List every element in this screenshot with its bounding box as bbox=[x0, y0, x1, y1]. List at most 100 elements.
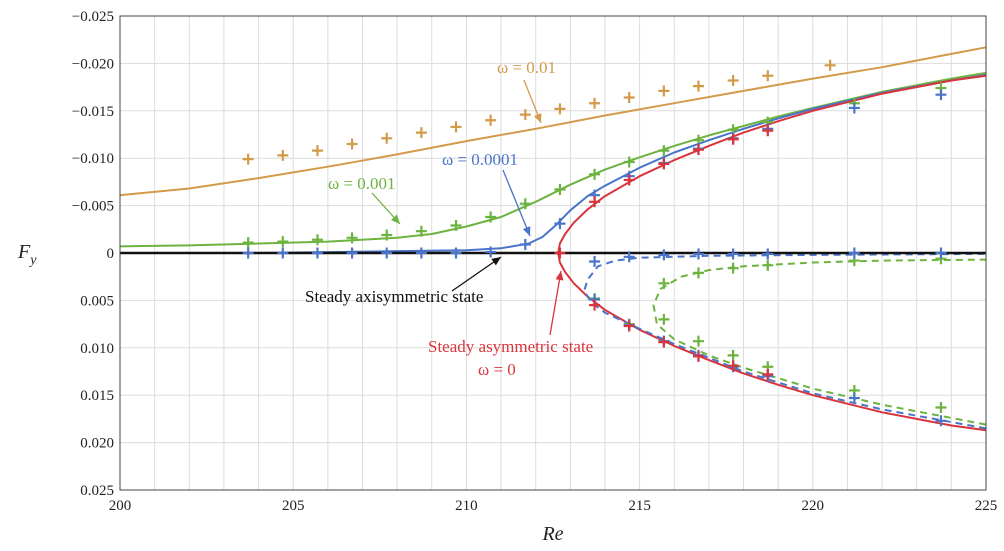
data-point bbox=[450, 121, 462, 133]
data-point bbox=[589, 97, 601, 109]
data-point bbox=[848, 247, 860, 259]
data-point bbox=[658, 145, 670, 157]
data-point bbox=[381, 229, 393, 241]
annotation-arrows bbox=[371, 79, 564, 336]
data-point bbox=[935, 415, 947, 427]
data-point bbox=[554, 218, 566, 230]
data-point bbox=[242, 247, 254, 259]
data-point bbox=[450, 220, 462, 232]
data-point bbox=[277, 236, 289, 248]
y-tick-label: 0 bbox=[107, 246, 115, 262]
arrow-head bbox=[522, 226, 531, 236]
data-point bbox=[762, 248, 774, 260]
data-point bbox=[727, 360, 739, 372]
arrow-head bbox=[555, 271, 564, 281]
data-point bbox=[658, 249, 670, 261]
series-line bbox=[652, 258, 987, 426]
y-tick-label: −0.015 bbox=[72, 104, 114, 120]
data-point bbox=[848, 102, 860, 114]
data-point bbox=[623, 251, 635, 263]
data-point bbox=[935, 247, 947, 259]
data-point bbox=[692, 144, 704, 156]
arrow-line bbox=[549, 270, 562, 336]
data-point bbox=[727, 262, 739, 274]
data-point bbox=[242, 153, 254, 165]
series-curves bbox=[119, 46, 987, 432]
data-point bbox=[935, 89, 947, 101]
data-point bbox=[311, 247, 323, 259]
series-line bbox=[119, 71, 987, 248]
y-tick-labels: −0.025 −0.020 −0.015 −0.010 −0.005 0 0.005 0.01… bbox=[72, 9, 114, 499]
y-tick-label: −0.025 bbox=[72, 9, 114, 25]
data-point bbox=[519, 109, 531, 121]
data-point bbox=[727, 349, 739, 361]
arrow-line bbox=[502, 169, 531, 237]
y-tick-label: 0.025 bbox=[80, 483, 114, 499]
y-tick-label: −0.010 bbox=[72, 151, 114, 167]
y-tick-label: 0.020 bbox=[80, 436, 114, 452]
data-point bbox=[623, 156, 635, 168]
data-point bbox=[589, 256, 601, 268]
data-point bbox=[415, 225, 427, 237]
data-point bbox=[762, 125, 774, 137]
series-line bbox=[583, 252, 987, 430]
arrow-head bbox=[533, 113, 542, 123]
data-point bbox=[519, 238, 531, 250]
y-tick-label: −0.005 bbox=[72, 199, 114, 215]
x-tick-label: 220 bbox=[802, 498, 825, 514]
data-point bbox=[762, 70, 774, 82]
data-point bbox=[485, 246, 497, 258]
plot-frame bbox=[119, 15, 987, 491]
series-line bbox=[119, 46, 987, 197]
y-tick-label: −0.020 bbox=[72, 56, 114, 72]
annotation-steady-asymmetric: Steady asymmetric state bbox=[428, 337, 593, 356]
data-point bbox=[658, 313, 670, 325]
data-point bbox=[692, 335, 704, 347]
data-point bbox=[762, 368, 774, 380]
data-point bbox=[554, 183, 566, 195]
x-tick-label: 205 bbox=[282, 498, 305, 514]
data-point bbox=[589, 168, 601, 180]
x-tick-label: 215 bbox=[628, 498, 651, 514]
series-line bbox=[557, 252, 987, 432]
data-point bbox=[848, 392, 860, 404]
data-point bbox=[381, 132, 393, 144]
x-axis-label: Re bbox=[541, 523, 563, 545]
x-tick-label: 210 bbox=[455, 498, 478, 514]
data-point bbox=[381, 247, 393, 259]
annotation-omega-0: ω = 0 bbox=[478, 360, 516, 379]
series-line bbox=[120, 73, 987, 254]
data-point bbox=[415, 247, 427, 259]
annotation-steady-axisymmetric: Steady axisymmetric state bbox=[305, 287, 483, 306]
x-tick-label: 225 bbox=[975, 498, 998, 514]
annotation-omega-0001: ω = 0.001 bbox=[328, 174, 396, 193]
data-point bbox=[623, 92, 635, 104]
data-point bbox=[762, 259, 774, 271]
data-point bbox=[692, 80, 704, 92]
data-point bbox=[692, 350, 704, 362]
data-point bbox=[623, 320, 635, 332]
data-point bbox=[658, 158, 670, 170]
y-tick-label: 0.015 bbox=[80, 388, 114, 404]
data-point bbox=[485, 211, 497, 223]
data-point bbox=[554, 103, 566, 115]
y-tick-label: 0.010 bbox=[80, 341, 114, 357]
data-point bbox=[727, 74, 739, 86]
data-point bbox=[346, 247, 358, 259]
arrow-head bbox=[390, 214, 400, 224]
data-point bbox=[415, 127, 427, 139]
arrow-head bbox=[491, 257, 501, 266]
data-point bbox=[277, 247, 289, 259]
data-point bbox=[692, 248, 704, 260]
x-tick-label: 200 bbox=[109, 498, 132, 514]
data-point bbox=[589, 299, 601, 311]
data-markers bbox=[242, 59, 947, 427]
data-point bbox=[658, 85, 670, 97]
data-point bbox=[485, 114, 497, 126]
annotation-omega-001: ω = 0.01 bbox=[497, 58, 556, 77]
data-point bbox=[692, 267, 704, 279]
x-tick-labels: 200 205 210 215 220 225 bbox=[109, 498, 998, 514]
y-tick-label: 0.005 bbox=[80, 293, 114, 309]
data-point bbox=[658, 277, 670, 289]
